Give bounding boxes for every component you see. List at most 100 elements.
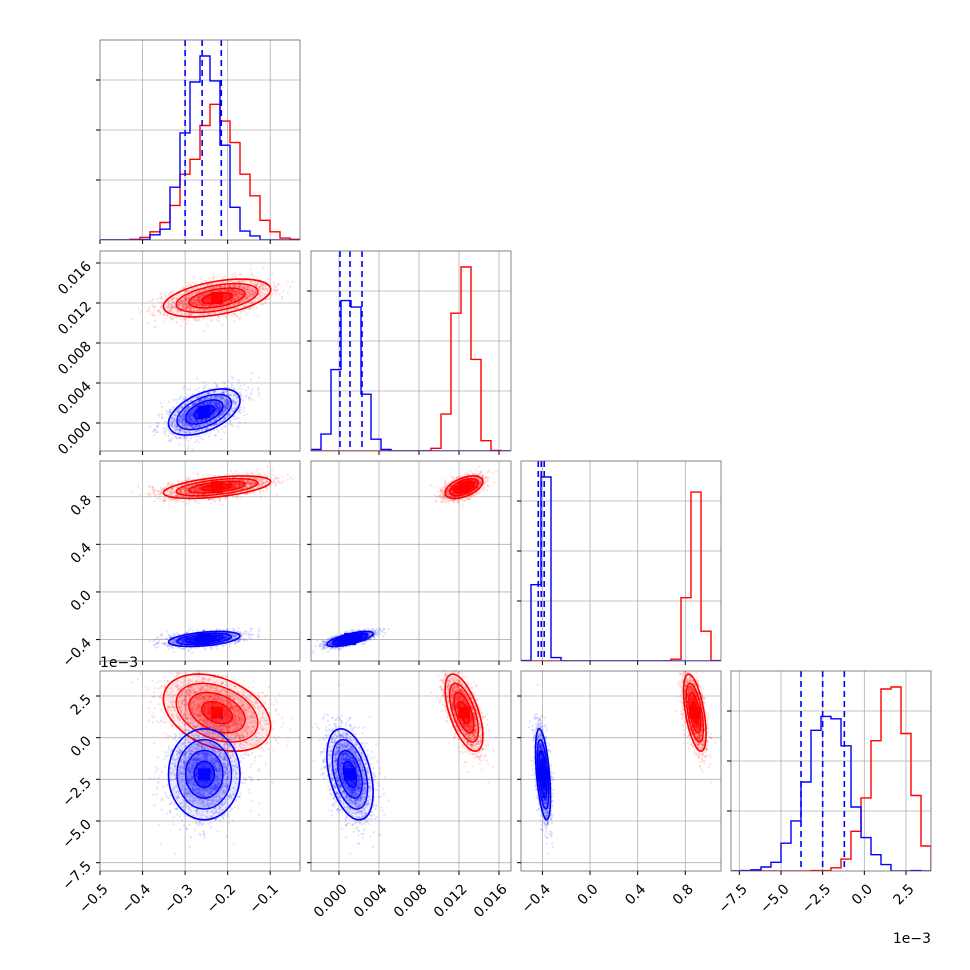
sample-point (289, 285, 292, 289)
sample-point (200, 436, 203, 439)
sample-point (239, 284, 242, 287)
sample-point (218, 286, 222, 289)
sample-point (187, 319, 190, 322)
sample-point (233, 417, 236, 421)
sample-point (238, 272, 241, 275)
sample-point (163, 313, 166, 316)
sample-point (171, 310, 174, 313)
sample-point (278, 292, 281, 295)
sample-point (197, 390, 200, 393)
sample-point (223, 275, 226, 278)
sample-point (197, 441, 200, 444)
sample-point (225, 288, 228, 291)
sample-point (184, 318, 188, 321)
sample-point (249, 291, 252, 294)
sample-point (196, 319, 199, 323)
sample-point (233, 295, 236, 298)
sample-point (229, 289, 232, 292)
sample-point (225, 315, 228, 318)
sample-point (201, 305, 204, 308)
sample-point (178, 300, 181, 303)
sample-point (234, 284, 238, 287)
sample-point (191, 300, 194, 303)
sample-point (197, 317, 200, 320)
sample-point (205, 293, 209, 296)
sample-point (254, 281, 257, 284)
sample-point (267, 297, 271, 300)
sample-point (200, 303, 203, 306)
sample-point (260, 284, 263, 287)
sample-point (274, 284, 277, 287)
sample-point (182, 300, 185, 303)
sample-point (258, 392, 261, 395)
sample-point (215, 282, 218, 285)
sample-point (175, 297, 178, 301)
sample-point (260, 303, 263, 306)
sample-point (241, 287, 244, 290)
sample-point (247, 307, 251, 310)
sample-point (221, 276, 224, 279)
sample-point (229, 285, 232, 288)
sample-point (236, 294, 239, 297)
sample-point (233, 293, 236, 296)
panel-3-3 (731, 671, 931, 871)
sample-point (237, 409, 241, 412)
sample-point (212, 272, 215, 275)
sample-point (239, 293, 242, 296)
sample-point (154, 305, 157, 309)
sample-point (162, 320, 165, 323)
sample-point (209, 432, 212, 435)
sample-point (174, 306, 177, 309)
sample-point (164, 306, 167, 309)
sample-point (174, 316, 178, 319)
sample-point (228, 285, 231, 288)
sample-point (222, 285, 225, 288)
sample-point (183, 436, 186, 439)
sample-point (225, 306, 228, 309)
sample-point (189, 314, 192, 317)
sample-point (197, 299, 200, 302)
panel-2-2 (521, 461, 721, 661)
sample-point (156, 310, 159, 313)
sample-point (232, 291, 235, 294)
sample-point (198, 309, 201, 312)
sample-point (176, 303, 179, 306)
sample-point (178, 396, 182, 399)
sample-point (153, 325, 156, 328)
sample-point (251, 289, 254, 292)
sample-point (217, 282, 220, 285)
sample-point (226, 289, 229, 292)
sample-point (166, 314, 169, 317)
sample-point (182, 304, 185, 307)
sample-point (160, 413, 163, 416)
sample-point (251, 292, 254, 295)
sample-point (166, 428, 169, 431)
sample-point (196, 300, 200, 303)
sample-point (251, 292, 254, 295)
sample-point (233, 284, 236, 287)
panel-2-0 (100, 461, 300, 661)
sample-point (248, 289, 251, 292)
sample-point (187, 501, 190, 504)
sample-point (213, 303, 216, 306)
sample-point (226, 289, 229, 292)
sample-point (170, 297, 173, 300)
sample-point (196, 299, 199, 302)
sample-point (216, 315, 220, 318)
sample-point (236, 291, 239, 294)
sample-point (248, 294, 252, 298)
sample-point (218, 286, 221, 289)
sample-point (186, 297, 189, 300)
sample-point (226, 305, 229, 308)
sample-point (238, 293, 241, 296)
sample-point (185, 304, 188, 307)
sample-point (176, 304, 179, 307)
sample-point (248, 293, 252, 296)
sample-point (193, 276, 196, 279)
sample-point (254, 300, 257, 303)
sample-point (238, 318, 241, 321)
sample-point (214, 382, 217, 385)
sample-point (220, 285, 223, 288)
sample-point (204, 308, 207, 311)
sample-point (231, 299, 234, 302)
